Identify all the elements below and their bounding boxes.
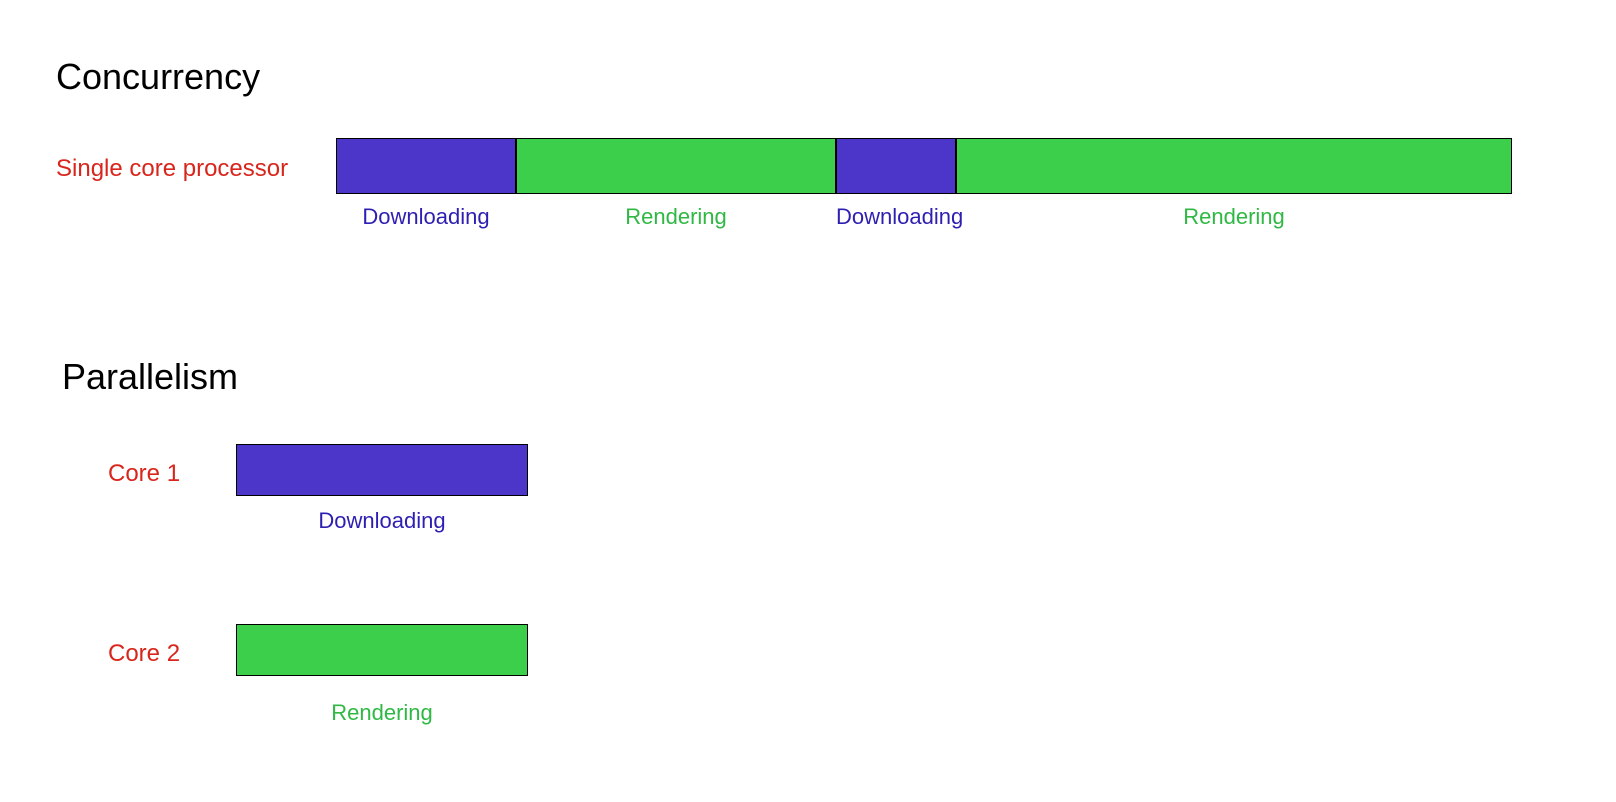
concurrency-segment-3	[956, 138, 1512, 194]
concurrency-row-label: Single core processor	[56, 155, 288, 183]
concurrency-segment-2	[836, 138, 956, 194]
parallelism-heading: Parallelism	[62, 356, 238, 398]
concurrency-segment-label-3: Rendering	[956, 204, 1512, 230]
concurrency-heading: Concurrency	[56, 56, 260, 98]
parallelism-row-label-0: Core 1	[108, 460, 180, 488]
diagram-canvas: Concurrency Single core processor Download…	[0, 0, 1616, 802]
concurrency-segment-label-2: Downloading	[836, 204, 956, 230]
parallelism-segment-0	[236, 444, 528, 496]
concurrency-segment-label-0: Downloading	[336, 204, 516, 230]
concurrency-segment-label-1: Rendering	[516, 204, 836, 230]
parallelism-segment-label-0: Downloading	[236, 508, 528, 534]
parallelism-segment-label-1: Rendering	[236, 700, 528, 726]
parallelism-row-label-1: Core 2	[108, 640, 180, 668]
concurrency-segment-1	[516, 138, 836, 194]
concurrency-segment-0	[336, 138, 516, 194]
parallelism-segment-1	[236, 624, 528, 676]
